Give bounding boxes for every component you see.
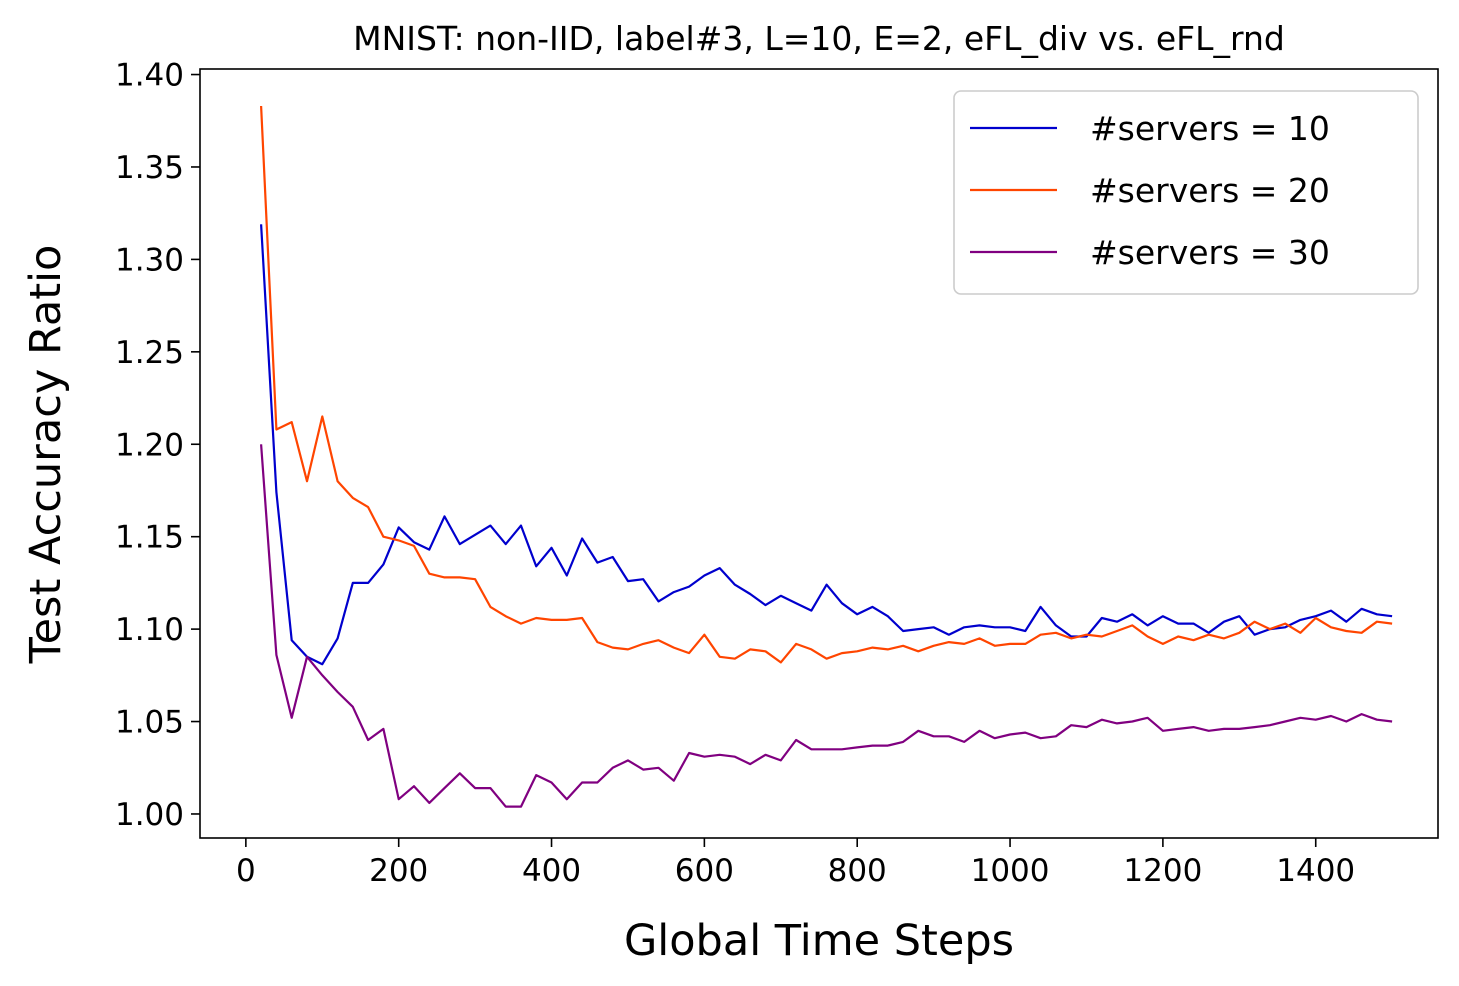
x-axis-label: Global Time Steps — [624, 916, 1014, 966]
x-tick-label: 1000 — [971, 853, 1050, 889]
series-lines — [260, 105, 1393, 808]
y-tick-label: 1.25 — [115, 335, 184, 371]
y-axis-label: Test Accuracy Ratio — [21, 245, 71, 665]
x-tick-label: 1400 — [1276, 853, 1355, 889]
series-line-3 — [260, 444, 1393, 808]
y-tick-label: 1.30 — [115, 242, 184, 278]
x-tick-label: 800 — [828, 853, 887, 889]
plot-frame — [199, 68, 1439, 839]
legend-label-1: #servers = 10 — [1090, 109, 1330, 148]
y-tick-label: 1.15 — [115, 520, 184, 556]
y-tick-label: 1.05 — [115, 705, 184, 741]
y-tick-label: 1.35 — [115, 150, 184, 186]
x-tick-label: 200 — [369, 853, 428, 889]
x-tick-label: 600 — [675, 853, 734, 889]
legend-box — [953, 90, 1419, 295]
legend-label-3: #servers = 30 — [1090, 233, 1330, 272]
chart-title: MNIST: non-IID, label#3, L=10, E=2, eFL_… — [353, 19, 1285, 58]
legend: #servers = 10 #servers = 20 #servers = 30 — [953, 90, 1419, 295]
y-tick-label: 1.00 — [115, 797, 184, 833]
legend-label-2: #servers = 20 — [1090, 171, 1330, 210]
series-line-2 — [260, 105, 1393, 664]
y-axis: 1.00 1.05 1.10 1.15 1.20 1.25 1.30 1.35 1.40 — [115, 58, 200, 833]
y-tick-label: 1.10 — [115, 612, 184, 648]
x-axis: 0 200 400 600 800 1000 1200 1400 — [236, 838, 1355, 889]
y-tick-label: 1.40 — [115, 58, 184, 94]
x-tick-label: 0 — [236, 853, 256, 889]
y-tick-label: 1.20 — [115, 427, 184, 463]
series-line-1 — [260, 224, 1393, 666]
x-tick-label: 400 — [522, 853, 581, 889]
x-tick-label: 1200 — [1123, 853, 1202, 889]
